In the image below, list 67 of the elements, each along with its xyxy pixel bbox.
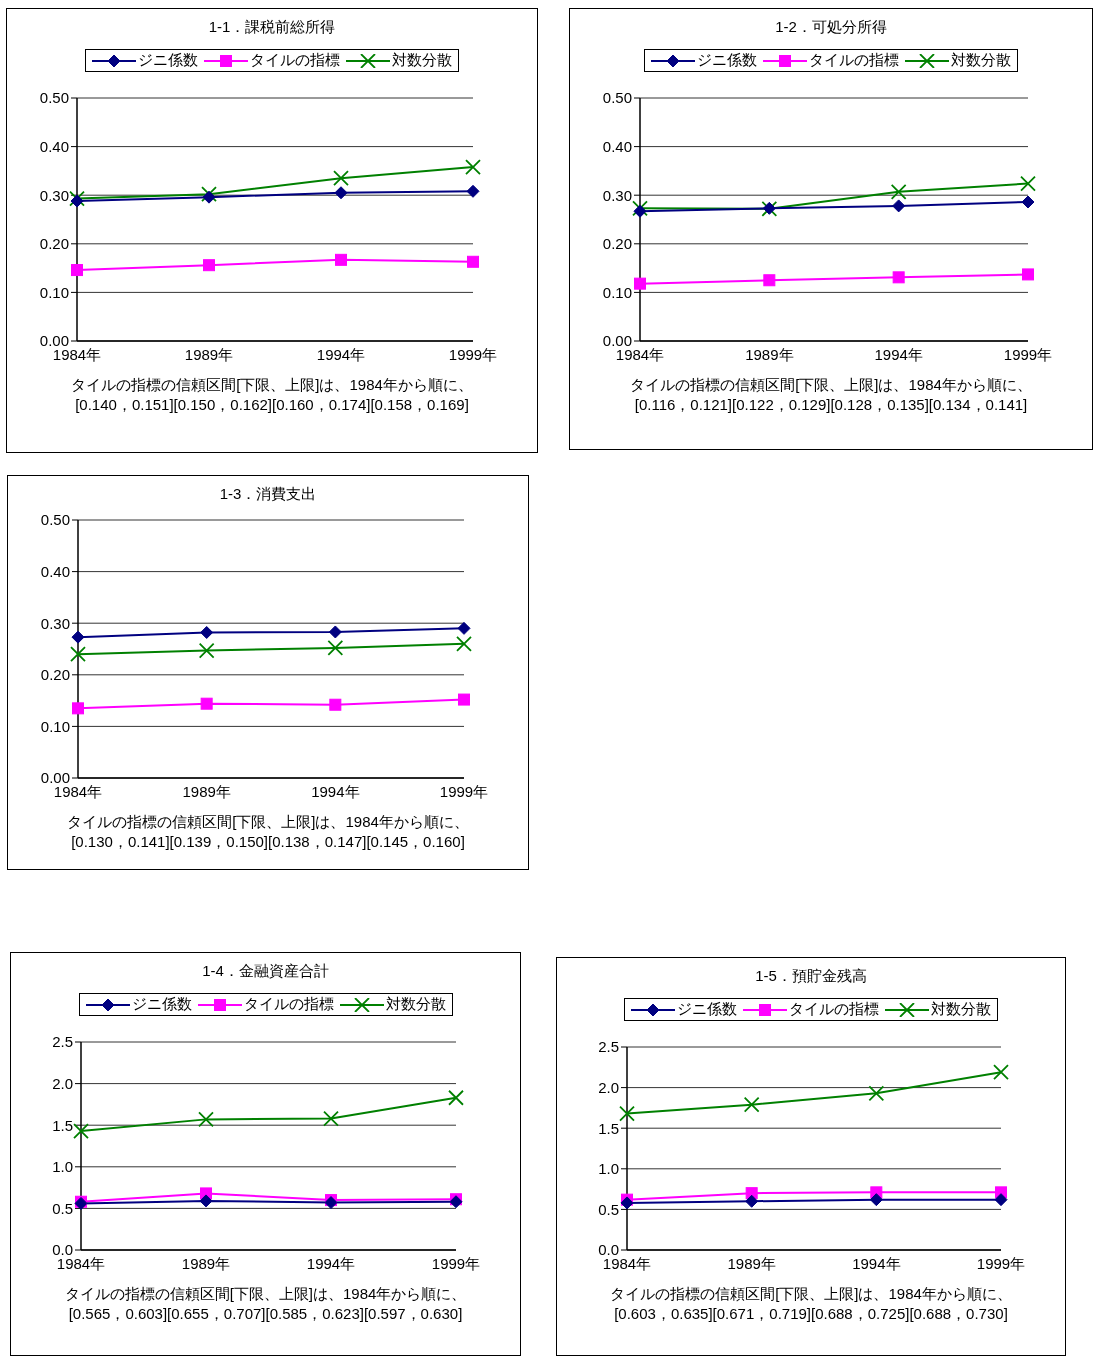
legend-label: 対数分散 (951, 51, 1011, 70)
y-tick-label: 0.40 (40, 562, 70, 580)
y-tick-label: 0.30 (40, 614, 70, 632)
x-tick-label: 1999年 (448, 345, 498, 363)
y-tick-label: 0.50 (602, 89, 632, 107)
text: タイルの指標の信頼区間[下限、上限]は、1984年から順に、 (609, 1284, 1013, 1304)
y-tick-label: 0.10 (39, 283, 69, 301)
legend-label: 対数分散 (931, 1000, 991, 1019)
y-tick-label: 1.5 (52, 1116, 73, 1134)
chart-title: 1-3．消費支出 (218, 485, 318, 504)
y-tick-label: 1.5 (598, 1119, 619, 1137)
text: タイルの指標の信頼区間[下限、上限]は、1984年から順に、 (63, 1284, 468, 1304)
text: [0.116，0.121][0.122，0.129][0.128，0.135][0.134，0.141] (633, 395, 1029, 415)
x-tick-label: 1994年 (852, 1254, 901, 1272)
legend-label: タイルの指標 (809, 51, 899, 70)
y-tick-label: 0.20 (602, 235, 632, 253)
legend-label: 対数分散 (392, 51, 452, 70)
y-tick-label: 0.40 (602, 137, 632, 155)
text: [0.565，0.603][0.655，0.707][0.585，0.623][0.597，0.630] (67, 1304, 464, 1324)
chart-title: 1-1．課税前総所得 (207, 18, 337, 37)
x-tick-label: 1999年 (1003, 345, 1053, 363)
x-tick-label: 1989年 (182, 782, 231, 800)
y-tick-label: 0.5 (598, 1200, 619, 1218)
y-tick-label: 1.0 (52, 1158, 73, 1176)
chart-title: 1-5．預貯金残高 (754, 967, 868, 986)
y-tick-label: 0.20 (40, 666, 70, 684)
y-tick-label: 0.20 (39, 235, 69, 253)
chart-title: 1-4．金融資産合計 (201, 962, 330, 981)
legend-label: タイルの指標 (243, 995, 334, 1014)
y-tick-label: 0.30 (39, 186, 69, 204)
x-tick-label: 1994年 (311, 782, 360, 800)
x-tick-label: 1999年 (439, 782, 489, 800)
y-tick-label: 2.0 (52, 1074, 73, 1092)
y-tick-label: 0.10 (40, 717, 70, 735)
legend-label: ジニ係数 (138, 51, 198, 70)
x-tick-label: 1989年 (184, 345, 234, 363)
x-tick-label: 1999年 (976, 1254, 1026, 1272)
legend-label: タイルの指標 (250, 51, 340, 70)
text: [0.130，0.141][0.139，0.150][0.138，0.147][0.145，0.160] (70, 832, 466, 852)
legend-label: ジニ係数 (131, 995, 192, 1014)
y-tick-label: 0.50 (39, 89, 69, 107)
legend-label: ジニ係数 (697, 51, 757, 70)
y-tick-label: 2.5 (52, 1033, 73, 1051)
legend-label: ジニ係数 (677, 1000, 737, 1019)
text: タイルの指標の信頼区間[下限、上限]は、1984年から順に、 (66, 812, 470, 832)
x-tick-label: 1989年 (181, 1254, 231, 1272)
legend-label: 対数分散 (385, 995, 446, 1014)
chart-title: 1-2．可処分所得 (774, 18, 888, 37)
x-tick-label: 1994年 (306, 1254, 356, 1272)
y-tick-label: 1.0 (598, 1160, 619, 1178)
text: タイルの指標の信頼区間[下限、上限]は、1984年から順に、 (629, 375, 1033, 395)
y-tick-label: 2.5 (598, 1038, 619, 1056)
legend-label: タイルの指標 (789, 1000, 879, 1019)
text: [0.140，0.151][0.150，0.162][0.160，0.174][0.158，0.169] (74, 395, 470, 415)
y-tick-label: 0.50 (40, 511, 70, 529)
x-tick-label: 1999年 (431, 1254, 481, 1272)
text: [0.603，0.635][0.671，0.719][0.688，0.725][0.688，0.730] (613, 1304, 1009, 1324)
x-tick-label: 1994年 (316, 345, 366, 363)
y-tick-label: 0.40 (39, 137, 69, 155)
x-tick-label: 1989年 (727, 1254, 776, 1272)
y-tick-label: 0.30 (602, 186, 632, 204)
y-tick-label: 0.10 (602, 283, 632, 301)
text: タイルの指標の信頼区間[下限、上限]は、1984年から順に、 (70, 375, 474, 395)
x-tick-label: 1989年 (745, 345, 794, 363)
x-tick-label: 1994年 (874, 345, 923, 363)
y-tick-label: 2.0 (598, 1078, 619, 1096)
y-tick-label: 0.5 (52, 1199, 73, 1217)
